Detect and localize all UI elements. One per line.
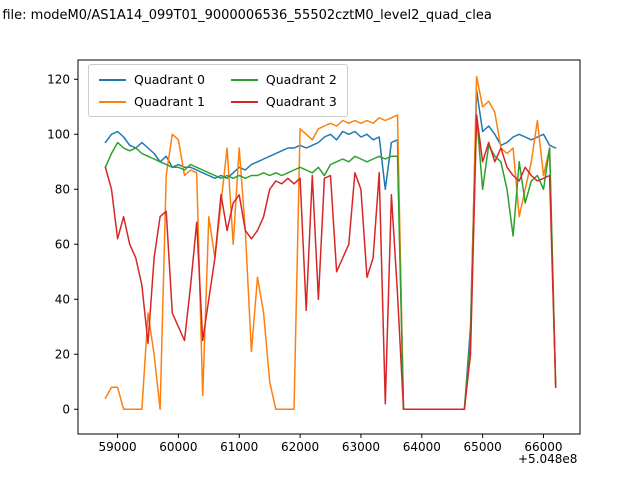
- legend-label: Quadrant 3: [265, 94, 337, 109]
- y-tick-label: 40: [55, 292, 70, 306]
- legend-line-sample: [230, 100, 258, 103]
- y-tick-label: 0: [62, 402, 70, 416]
- y-tick-label: 80: [55, 182, 70, 196]
- x-tick-label: 62000: [281, 440, 319, 454]
- series-line-quadrant-1: [104, 75, 557, 411]
- legend-label: Quadrant 0: [134, 72, 205, 87]
- y-tick-label: 120: [47, 72, 70, 86]
- legend-item-quadrant-1: Quadrant 1: [99, 94, 205, 109]
- legend-item-quadrant-0: Quadrant 0: [99, 72, 205, 87]
- chart-title: n file: modeM0/AS1A14_099T01_9000006536_…: [0, 8, 492, 23]
- series-line-quadrant-0: [104, 89, 557, 411]
- x-tick-label: 59000: [98, 440, 136, 454]
- legend-label: Quadrant 1: [134, 94, 205, 109]
- legend-label: Quadrant 2: [265, 72, 337, 87]
- y-tick-label: 60: [55, 237, 70, 251]
- x-tick-label: 63000: [342, 440, 380, 454]
- legend: Quadrant 0 Quadrant 1 Quadrant 2 Quadrant 3: [88, 64, 348, 117]
- axes-spines: [77, 59, 581, 435]
- x-tick-label: 60000: [159, 440, 197, 454]
- series-line-quadrant-3: [104, 114, 557, 411]
- y-tick-label: 100: [47, 127, 70, 141]
- legend-line-sample: [99, 78, 126, 81]
- y-tick-label: 20: [55, 347, 70, 361]
- x-tick-label: 64000: [403, 440, 441, 454]
- legend-item-quadrant-3: Quadrant 3: [230, 94, 337, 109]
- x-tick-label: 61000: [220, 440, 258, 454]
- x-tick-label: 66000: [524, 440, 562, 454]
- x-axis-offset-label: +5.048e8: [518, 452, 578, 466]
- series-line-quadrant-2: [104, 114, 557, 411]
- x-tick-label: 65000: [464, 440, 502, 454]
- legend-line-sample: [99, 100, 126, 103]
- legend-line-sample: [230, 78, 258, 81]
- legend-item-quadrant-2: Quadrant 2: [230, 72, 337, 87]
